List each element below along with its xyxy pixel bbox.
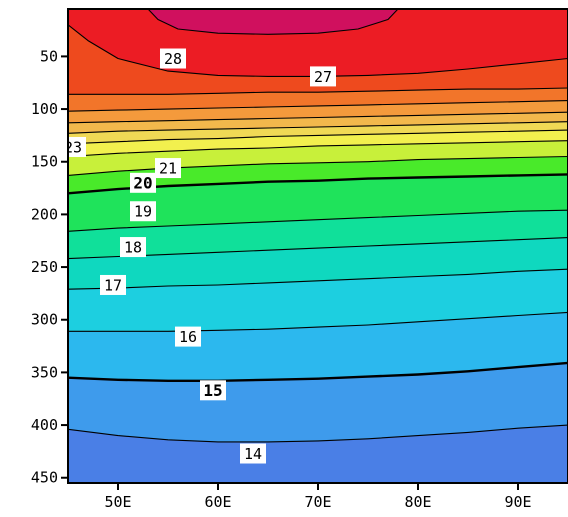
contour-label-bg-15: [200, 380, 226, 401]
contour-line-17: [68, 268, 568, 290]
x-tick-label: 60E: [204, 493, 231, 511]
contour-label-14: 14: [244, 445, 262, 463]
y-tick-label: 100: [31, 100, 58, 118]
contour-label-16: 16: [179, 328, 197, 346]
x-tick-label: 50E: [104, 493, 131, 511]
contour-line-21: [68, 155, 568, 176]
contour-line-23: [68, 129, 568, 145]
contour-labels: 28 27 23 21 20 19 18 17 16 15 14: [64, 48, 336, 464]
contour-line-24: [68, 121, 568, 134]
x-axis: 50E 60E 70E 80E 90E: [104, 483, 532, 511]
contour-label-bg-14: [240, 443, 266, 464]
contour-label-bg-17: [100, 274, 126, 295]
contour-line-16: [68, 311, 568, 332]
contour-label-bg-21: [155, 158, 181, 179]
contour-line-29: [147, 9, 399, 35]
contour-label-18: 18: [124, 239, 142, 257]
contour-label-bg-28: [160, 48, 186, 69]
contour-line-22: [68, 140, 568, 158]
y-tick-label: 150: [31, 153, 58, 171]
x-tick-label: 80E: [404, 493, 431, 511]
y-tick-label: 200: [31, 205, 58, 223]
y-tick-label: 250: [31, 258, 58, 276]
contour-label-15: 15: [203, 381, 222, 400]
y-axis: 50 100 150 200 250 300 350 400 450: [31, 47, 68, 487]
contour-line-19: [68, 209, 568, 232]
contour-line-28: [68, 24, 568, 77]
contour-label-27: 27: [314, 68, 332, 86]
contour-label-bg-27: [310, 66, 336, 87]
contour-line-25: [68, 111, 568, 124]
contour-line-14: [68, 424, 568, 443]
y-tick-label: 350: [31, 363, 58, 381]
contour-label-23: 23: [64, 138, 82, 156]
contour-label-21: 21: [159, 160, 177, 178]
contour-label-19: 19: [134, 203, 152, 221]
y-tick-label: 450: [31, 469, 58, 487]
contour-label-28: 28: [164, 50, 182, 68]
contour-label-bg-23: [68, 136, 86, 157]
contour-line-27: [68, 87, 568, 95]
fill-band-above-29: [148, 9, 398, 35]
contour-line-15: [68, 361, 568, 382]
contour-label-bg-19: [130, 201, 156, 222]
contour-label-bg-16: [175, 326, 201, 347]
y-tick-label: 50: [40, 47, 58, 65]
x-tick-label: 90E: [504, 493, 531, 511]
contour-label-bg-18: [120, 237, 146, 258]
y-tick-label: 400: [31, 416, 58, 434]
contour-label-17: 17: [104, 276, 122, 294]
x-tick-label: 70E: [304, 493, 331, 511]
contour-label-bg-20: [130, 172, 156, 193]
contour-line-26: [68, 100, 568, 112]
y-tick-label: 300: [31, 311, 58, 329]
contour-label-20: 20: [133, 173, 152, 192]
contour-line-18: [68, 237, 568, 260]
